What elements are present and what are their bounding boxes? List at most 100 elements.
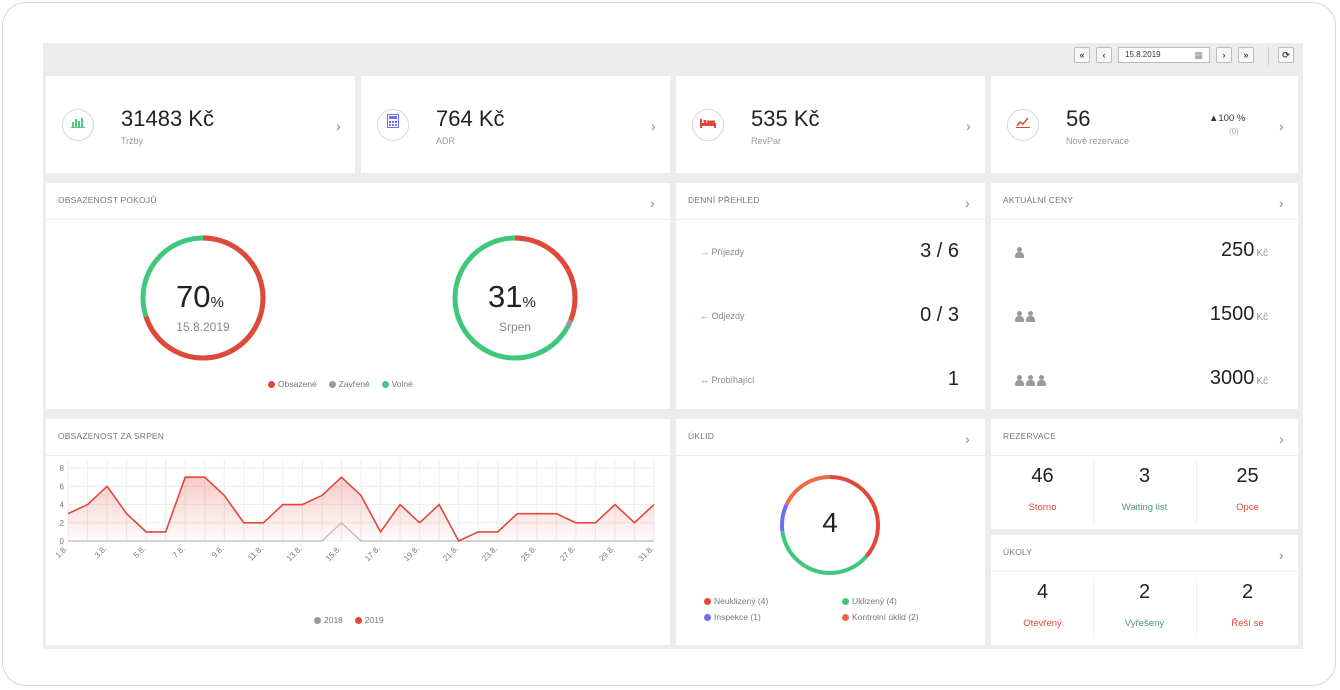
bed-icon [692,109,724,141]
waiting-list-stat[interactable]: 3 Waiting list [1121,465,1168,513]
next-day-button[interactable]: › [1216,47,1232,63]
panel-title: OBSAZENOST POKOJŮ [58,195,157,205]
chevron-right-icon[interactable]: › [1279,431,1284,447]
x-tick-label: 7.8. [171,544,187,560]
month-occupancy-line-chart: 0 2 4 6 8 1.8. 3.8. 5.8. 7.8. 9.8. 11.8. 13.8. 15.8.… [54,459,655,563]
dashboard: « ‹ 15.8.2019 ▦ › » ⟳ 31483 Kč Tržby › 7… [43,43,1303,649]
price-two-persons: 1500 Kč [1209,303,1268,325]
chevron-right-icon[interactable]: › [1279,118,1284,134]
chart-legend: 2018 2019 [314,615,384,625]
revpar-label: RevPar [751,136,782,146]
divider [1196,577,1197,639]
y-tick-label: 6 [60,482,65,491]
adr-label: ADR [436,136,456,146]
cleaning-donut [780,475,880,575]
change-percent: ▲100 % [1209,113,1246,124]
x-tick-label: 21.8. [441,544,460,563]
month-occupancy-value: 31% [488,279,536,314]
divider [991,455,1298,456]
adr-value: 764 Kč [436,106,505,131]
cleaning-segment [780,475,880,575]
one-person-icon [1015,245,1026,263]
chevron-right-icon[interactable]: › [650,195,655,211]
cleaning-segment [780,475,880,575]
month-label: Srpen [498,320,532,334]
x-tick-label: 19.8. [402,544,421,563]
legend-item-2019: 2019 [354,615,384,625]
toolbar: « ‹ 15.8.2019 ▦ › » ⟳ [43,43,1303,75]
departures-value: 0 / 3 [920,304,959,326]
current-prices-panel: AKTUÁLNÍ CENY › 250 Kč 1500 Kč 3000 Kč [991,183,1298,409]
chevron-right-icon[interactable]: › [651,118,656,134]
cancelled-stat[interactable]: 46 Storno [1028,465,1057,513]
tasks-panel: ÚKOLY › 4 Otevřený 2 Vyřešený 2 Řeší se [991,535,1298,645]
arrivals-value: 3 / 6 [920,240,959,262]
panel-title: OBSAZENOST ZA SRPEN [58,431,165,441]
resolved-tasks-stat[interactable]: 2 Vyřešený [1124,581,1165,629]
x-tick-label: 29.8. [597,544,616,563]
cleaning-segment [780,475,880,575]
previous-day-button[interactable]: ‹ [1096,47,1112,63]
last-day-button[interactable]: » [1238,47,1254,63]
calendar-icon[interactable]: ▦ [1194,50,1203,60]
divider [1093,577,1094,639]
x-tick-label: 5.8. [132,544,148,560]
legend-item-free: Volné [381,379,413,389]
y-tick-label: 4 [60,501,65,510]
revpar-value: 535 Kč [751,106,820,131]
occupancy-legend: Obsazené Zavřené Volné [268,379,413,389]
daily-overview-panel: DENNÍ PŘEHLED › → Příjezdy 3 / 6 ← Odjez… [676,183,985,409]
bar-chart-icon [62,109,94,141]
first-day-button[interactable]: « [1074,47,1090,63]
kpi-card-revenue[interactable]: 31483 Kč Tržby › [46,76,355,173]
legend-item-check-cleaning: Kontrolní úklid (2) [842,612,919,622]
chevron-right-icon[interactable]: › [1279,195,1284,211]
panel-title: ÚKLID [688,431,715,441]
today-occupancy-value: 70% [176,279,224,314]
chevron-right-icon[interactable]: › [1279,547,1284,563]
divider [676,455,985,456]
chevron-right-icon[interactable]: › [965,431,970,447]
legend-item-dirty: Neuklizený (4) [704,596,768,606]
x-tick-label: 13.8. [285,544,304,563]
kpi-card-adr[interactable]: 764 Kč ADR › [361,76,670,173]
date-picker[interactable]: 15.8.2019 ▦ [1118,47,1210,63]
revenue-value: 31483 Kč [121,106,214,131]
open-tasks-stat[interactable]: 4 Otevřený [1023,581,1062,629]
x-tick-label: 3.8. [93,544,109,560]
chevron-right-icon[interactable]: › [336,118,341,134]
today-date: 15.8.2019 [176,320,230,334]
kpi-card-new-reservations[interactable]: 56 Nové rezervace ▲100 % (0) › [991,76,1298,173]
change-count: (0) [1229,127,1239,136]
in-progress-tasks-stat[interactable]: 2 Řeší se [1231,581,1264,629]
cleaning-panel: ÚKLID › 4 Neuklizený (4) Uklizený (4) In… [676,419,985,645]
occupied-segment [140,235,266,361]
occupied-segment [452,235,578,361]
arrow-both-icon: ↔ [700,375,709,385]
y-tick-label: 0 [60,537,65,546]
price-three-persons: 3000 Kč [1209,367,1268,389]
area-2019 [68,477,654,541]
cleaning-total: 4 [822,507,838,538]
line-2019 [67,476,655,543]
kpi-card-revpar[interactable]: 535 Kč RevPar › [676,76,985,173]
divider [1093,461,1094,523]
divider [991,219,1298,220]
revenue-label: Tržby [121,136,144,146]
x-tick-label: 25.8. [519,544,538,563]
x-tick-label: 11.8. [246,544,265,563]
legend-item-closed: Zavřené [328,379,370,389]
divider [46,455,670,456]
option-stat[interactable]: 25 Opce [1236,465,1259,513]
chevron-right-icon[interactable]: › [966,118,971,134]
chevron-right-icon[interactable]: › [965,195,970,211]
panel-title: DENNÍ PŘEHLED [688,195,760,205]
line-chart-icon [1007,109,1039,141]
refresh-button[interactable]: ⟳ [1278,47,1294,63]
in-house-value: 1 [947,368,959,390]
y-tick-label: 8 [60,464,65,473]
reservations-panel: REZERVACE › 46 Storno 3 Waiting list 25 Opc… [991,419,1298,529]
x-tick-label: 27.8. [558,544,577,563]
legend-item-2018: 2018 [314,615,343,625]
